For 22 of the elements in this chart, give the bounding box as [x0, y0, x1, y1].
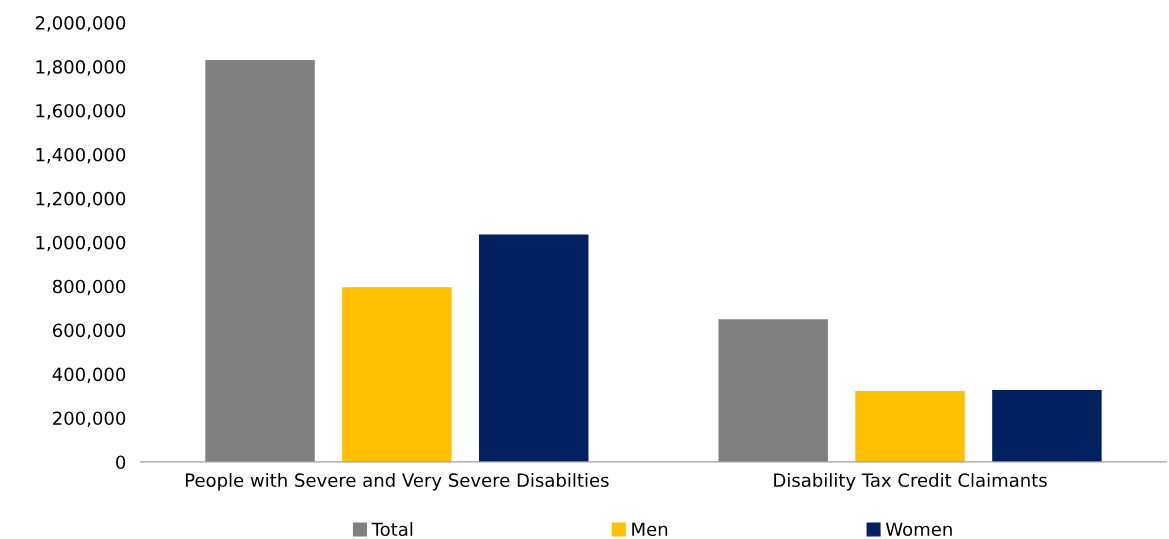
y-tick-label: 1,600,000 [36, 103, 126, 120]
y-tick-label: 2,000,000 [35, 16, 126, 32]
bar [205, 59, 315, 462]
y-tick-label: 600,000 [52, 323, 126, 340]
bar [718, 319, 828, 462]
y-tick-label: 400,000 [52, 367, 126, 384]
legend-label: Total [371, 522, 413, 537]
y-tick-label: 1,200,000 [36, 191, 126, 208]
y-tick-label: 200,000 [53, 411, 126, 427]
x-tick-label: Disability Tax Credit Claimants [774, 473, 1047, 491]
bar [342, 287, 452, 462]
bar [992, 389, 1102, 462]
legend-label: Men [632, 522, 668, 537]
y-tick-label: 800,000 [52, 279, 126, 296]
y-tick-label: 1,400,000 [36, 147, 126, 164]
y-tick-label: 0 [116, 455, 126, 470]
x-tick-label: People with Severe and Very Severe Disabilties [185, 473, 609, 491]
legend-label: Women [885, 522, 952, 537]
y-tick-label: 1,800,000 [36, 60, 126, 76]
bar [478, 234, 589, 462]
bar [855, 390, 965, 462]
y-tick-label: 1,000,000 [36, 235, 126, 252]
